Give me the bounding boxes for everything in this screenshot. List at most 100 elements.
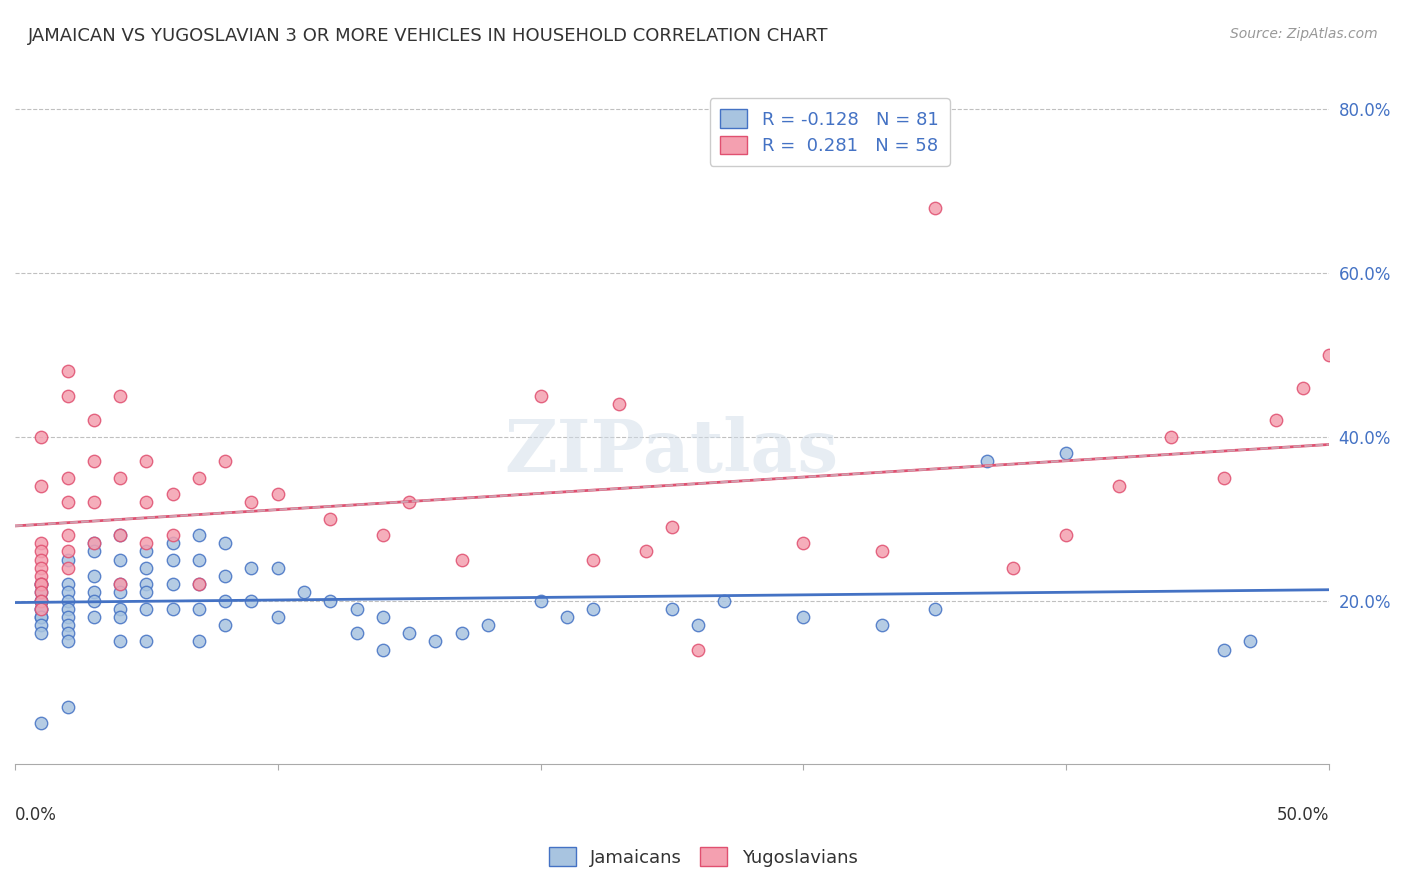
Point (135, 561, 157, 575)
Point (346, 626, 368, 640)
Point (529, 389, 551, 403)
Point (319, 512, 342, 526)
Point (30, 601, 52, 615)
Point (371, 642, 394, 657)
Point (555, 610, 578, 624)
Point (30, 593, 52, 607)
Point (56, 634, 79, 648)
Point (56, 585, 79, 599)
Point (240, 561, 263, 575)
Point (162, 536, 184, 550)
Point (108, 528, 131, 542)
Point (83, 495, 105, 509)
Point (162, 577, 184, 591)
Point (870, 618, 893, 632)
Point (792, 610, 814, 624)
Point (108, 601, 131, 615)
Point (187, 471, 209, 485)
Point (56, 610, 79, 624)
Point (214, 593, 236, 607)
Point (30, 577, 52, 591)
Point (634, 544, 657, 558)
Point (56, 495, 79, 509)
Point (135, 544, 157, 558)
Point (30, 536, 52, 550)
Point (187, 528, 209, 542)
Point (924, 601, 946, 615)
Point (135, 495, 157, 509)
Text: 50.0%: 50.0% (1277, 806, 1329, 824)
Point (398, 626, 420, 640)
Point (187, 634, 209, 648)
Point (30, 430, 52, 444)
Point (108, 634, 131, 648)
Point (240, 495, 263, 509)
Point (477, 618, 499, 632)
Point (30, 561, 52, 575)
Point (108, 610, 131, 624)
Point (30, 618, 52, 632)
Point (83, 593, 105, 607)
Point (371, 610, 394, 624)
Point (661, 520, 683, 534)
Text: ZIPatlas: ZIPatlas (505, 416, 839, 487)
Point (135, 577, 157, 591)
Point (83, 536, 105, 550)
Point (187, 601, 209, 615)
Point (108, 577, 131, 591)
Point (1002, 561, 1025, 575)
Point (83, 454, 105, 468)
Point (108, 471, 131, 485)
Point (30, 479, 52, 493)
Point (30, 601, 52, 615)
Point (30, 577, 52, 591)
Legend: R = -0.128   N = 81, R =  0.281   N = 58: R = -0.128 N = 81, R = 0.281 N = 58 (710, 98, 949, 166)
Point (688, 618, 710, 632)
Point (214, 618, 236, 632)
Point (1239, 634, 1261, 648)
Point (398, 495, 420, 509)
Point (56, 618, 79, 632)
Point (371, 528, 394, 542)
Point (83, 585, 105, 599)
Point (56, 364, 79, 378)
Point (56, 626, 79, 640)
Point (56, 528, 79, 542)
Point (56, 552, 79, 566)
Point (319, 593, 342, 607)
Point (56, 593, 79, 607)
Point (83, 569, 105, 583)
Point (1160, 430, 1182, 444)
Point (56, 471, 79, 485)
Point (346, 601, 368, 615)
Point (162, 601, 184, 615)
Point (1212, 471, 1234, 485)
Point (108, 577, 131, 591)
Point (713, 593, 735, 607)
Point (30, 577, 52, 591)
Point (30, 610, 52, 624)
Point (30, 585, 52, 599)
Point (1317, 348, 1340, 362)
Point (214, 454, 236, 468)
Point (162, 552, 184, 566)
Point (661, 601, 683, 615)
Point (135, 634, 157, 648)
Point (30, 601, 52, 615)
Point (582, 552, 605, 566)
Point (135, 585, 157, 599)
Point (1291, 381, 1313, 395)
Point (1108, 479, 1130, 493)
Point (30, 552, 52, 566)
Point (267, 487, 290, 501)
Point (56, 561, 79, 575)
Point (108, 552, 131, 566)
Point (267, 610, 290, 624)
Point (56, 577, 79, 591)
Point (108, 389, 131, 403)
Text: 0.0%: 0.0% (15, 806, 56, 824)
Point (56, 601, 79, 615)
Point (214, 569, 236, 583)
Point (162, 487, 184, 501)
Point (529, 593, 551, 607)
